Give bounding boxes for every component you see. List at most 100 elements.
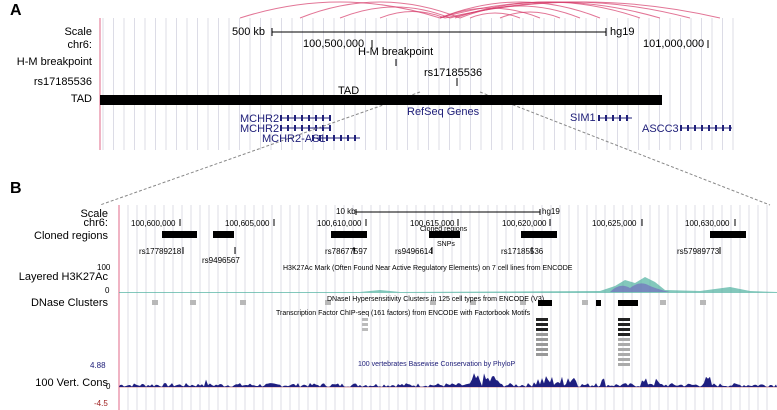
dnase-cluster	[190, 300, 196, 305]
gene-model-ascc3-exon	[708, 125, 710, 131]
interaction-arc	[439, 1, 601, 19]
interaction-arc	[469, 12, 521, 19]
hg19-b: hg19	[542, 207, 560, 216]
gene-model-mchr2-2-exon	[329, 125, 331, 131]
gene-model-mchr2-1-exon	[280, 115, 282, 121]
conservation-signal	[119, 373, 777, 387]
gene-model-mchr2-2-exon	[308, 125, 310, 131]
gene-model-sim1-exon	[598, 115, 600, 121]
dnase-cluster	[240, 300, 246, 305]
dnase-cluster	[520, 300, 526, 305]
tf-chip-peak	[618, 338, 630, 341]
gene-model-mchr2-1-exon	[315, 115, 317, 121]
snp-4: rs9496614	[395, 247, 433, 256]
dnase-cluster	[152, 300, 158, 305]
hm-breakpoint-text: H-M breakpoint	[358, 46, 434, 58]
gene-sim1: SIM1	[570, 112, 596, 124]
panel-a-letter: A	[10, 2, 22, 19]
gene-model-sim1-exon	[605, 115, 607, 121]
tf-title: Transcription Factor ChIP-seq (161 facto…	[276, 310, 531, 317]
dnase-cluster-strong	[538, 300, 552, 306]
gene-model-mchr2-as1-exon	[312, 135, 314, 141]
coord-b-2: 100,605,000	[225, 219, 270, 228]
gene-mchr2-as1: MCHR2-AS1	[262, 133, 326, 145]
cloned-regions-label: Cloned regions	[34, 230, 108, 242]
cons-zero: 0	[106, 382, 111, 391]
h3k27ac-signal	[119, 277, 777, 293]
chr-label-b: chr6:	[83, 217, 108, 229]
cloned-track-title: Cloned regions	[420, 226, 468, 233]
cons-label: 100 Vert. Cons	[35, 377, 108, 389]
dnase-cluster-strong	[618, 300, 638, 306]
hm-breakpoint-label: H-M breakpoint	[16, 56, 92, 68]
coord-b-4: 100,615,000	[410, 219, 455, 228]
tf-chip-peak	[362, 318, 368, 321]
coord-b-5: 100,620,000	[502, 219, 547, 228]
snp-2: rs9496567	[202, 256, 240, 265]
dnase-cluster-strong	[596, 300, 601, 306]
gene-mchr2-2: MCHR2	[240, 123, 280, 135]
rs-label-a: rs17185536	[33, 76, 92, 88]
dnase-cluster	[470, 300, 476, 305]
cloned-region-4	[429, 231, 460, 238]
cloned-region-1	[162, 231, 197, 238]
gene-mchr2-1: MCHR2	[240, 113, 280, 125]
gene-model-mchr2-1-exon	[329, 115, 331, 121]
tf-chip-peak	[536, 343, 548, 346]
tf-chip-peak	[618, 343, 630, 346]
tf-chip-peak	[618, 333, 630, 336]
tf-chip-peak	[618, 358, 630, 361]
tf-chip-peak	[536, 348, 548, 351]
dnase-cluster	[430, 300, 436, 305]
gene-model-ascc3-exon	[729, 125, 731, 131]
interaction-arc	[379, 11, 446, 19]
h3k27ac-signal-2	[610, 283, 670, 292]
coord-b-6: 100,625,000	[592, 219, 637, 228]
scale-text-b: 10 kb	[336, 207, 356, 216]
gene-model-mchr2-1-exon	[294, 115, 296, 121]
tf-chip-peak	[618, 318, 630, 321]
tf-chip-peak	[618, 323, 630, 326]
interaction-arc	[499, 11, 561, 19]
gene-model-mchr2-as1-exon	[340, 135, 342, 141]
gene-model-mchr2-1-exon	[287, 115, 289, 121]
gene-model-mchr2-2-exon	[280, 125, 282, 131]
h3k-max: 100	[97, 263, 111, 272]
tf-chip-peak	[536, 333, 548, 336]
gene-model-mchr2-2-exon	[322, 125, 324, 131]
coord-b-3: 100,610,000	[317, 219, 362, 228]
dnase-cluster	[582, 300, 588, 305]
gene-model-sim1-exon	[619, 115, 621, 121]
tf-chip-peak	[536, 328, 548, 331]
tad-bar	[100, 95, 662, 105]
cloned-region-6	[710, 231, 746, 238]
gene-model-mchr2-as1-exon	[333, 135, 335, 141]
cons-min: -4.5	[94, 399, 108, 408]
gene-model-mchr2-2-exon	[287, 125, 289, 131]
dnase-cluster	[325, 300, 331, 305]
tf-chip-peak	[618, 328, 630, 331]
gene-model-ascc3-exon	[715, 125, 717, 131]
gene-model-mchr2-1-exon	[301, 115, 303, 121]
refseq-title: RefSeq Genes	[407, 106, 480, 118]
tf-chip-peak	[536, 353, 548, 356]
cons-max: 4.88	[90, 361, 106, 370]
gene-model-mchr2-2-exon	[294, 125, 296, 131]
dnase-cluster	[660, 300, 666, 305]
cloned-region-2	[213, 231, 234, 238]
tf-chip-peak	[362, 328, 368, 331]
snp-1: rs17789218	[139, 247, 182, 256]
dnase-cluster	[700, 300, 706, 305]
gene-model-ascc3-exon	[701, 125, 703, 131]
cloned-region-3	[331, 231, 367, 238]
interaction-arc	[454, 1, 641, 19]
gene-model-mchr2-as1-exon	[347, 135, 349, 141]
cloned-region-5	[521, 231, 557, 238]
h3k-title: H3K27Ac Mark (Often Found Near Active Re…	[283, 265, 573, 272]
tf-chip-peak	[618, 353, 630, 356]
rs-text-a: rs17185536	[424, 67, 483, 79]
zoom-line-right	[479, 91, 771, 206]
tf-chip-peak	[536, 338, 548, 341]
h3k-min: 0	[105, 286, 110, 295]
